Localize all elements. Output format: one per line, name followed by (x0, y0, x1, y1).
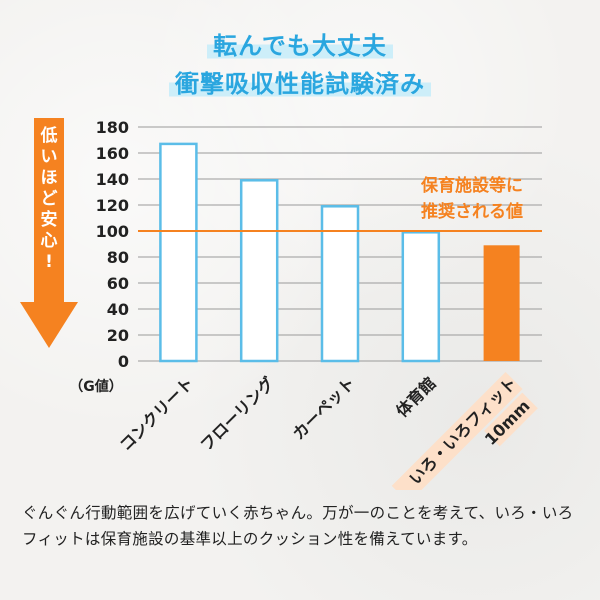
side-arrow-label-char: ほ (41, 168, 58, 188)
y-tick-label: 0 (118, 352, 129, 371)
category-sublabel-highlight (484, 392, 538, 447)
bar (320, 205, 360, 363)
side-arrow-label-char: い (41, 147, 58, 167)
y-axis-unit-label: （G値） (69, 378, 123, 395)
category-label: 体育館 (392, 373, 439, 420)
y-tick-label: 120 (96, 196, 129, 215)
headline-line-1: 転んでも大丈夫 (0, 26, 600, 61)
side-arrow-head (20, 302, 78, 348)
y-tick-label: 160 (96, 144, 129, 163)
bar (239, 179, 279, 363)
y-tick-label: 100 (96, 222, 129, 241)
reference-line-label: 推奨される値 (421, 201, 523, 222)
side-arrow-shaft (34, 118, 64, 304)
y-tick-label: 140 (96, 170, 129, 189)
y-tick-label: 60 (107, 274, 129, 293)
category-label: コンクリート (116, 373, 197, 454)
y-tick-label: 180 (96, 118, 129, 137)
y-tick-label: 40 (107, 300, 129, 319)
side-arrow-label-char: 安 (41, 209, 58, 230)
bar (159, 142, 198, 363)
category-label: カーペット (289, 373, 359, 443)
side-arrow-label-char: ! (45, 252, 53, 272)
caption-text: ぐんぐん行動範囲を広げていく赤ちゃん。万が一のことを考えて、いろ・いろフィットは… (22, 504, 574, 548)
bar (483, 245, 520, 361)
category-label: フローリング (197, 373, 278, 454)
bar (401, 231, 441, 363)
y-tick-label: 80 (107, 248, 129, 267)
headline-line-2: 衝撃吸収性能試験済み (0, 64, 600, 99)
side-arrow-label-char: 低 (40, 125, 58, 146)
side-arrow-label-char: ど (41, 189, 58, 209)
category-highlight (391, 371, 523, 490)
side-arrow-label-char: 心 (41, 231, 58, 251)
y-tick-label: 20 (107, 326, 129, 345)
reference-line-label: 保育施設等に (420, 175, 523, 196)
